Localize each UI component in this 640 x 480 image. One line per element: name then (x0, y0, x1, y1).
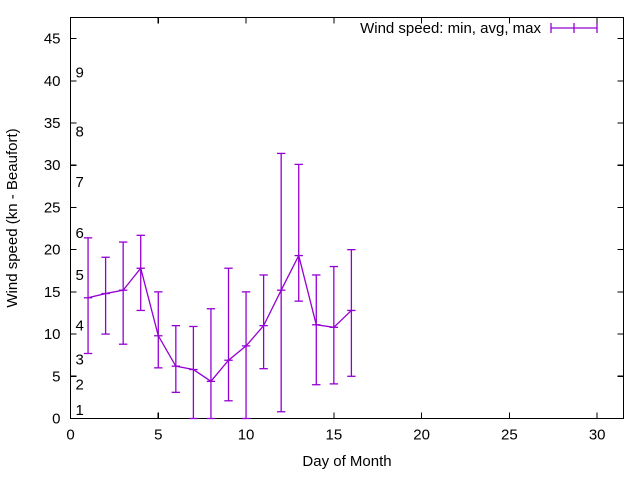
beaufort-scale-labels: 1 2 3 4 5 6 7 8 9 (76, 64, 84, 419)
y-tick-label: 0 (52, 411, 60, 428)
beaufort-label: 1 (76, 402, 84, 419)
x-tick-label: 10 (238, 427, 255, 444)
error-bar (347, 249, 356, 377)
y-tick-label: 10 (44, 326, 61, 343)
y-tick-label: 30 (44, 157, 61, 174)
error-bar (329, 265, 339, 385)
y-tick-label: 15 (44, 284, 61, 301)
error-bar (241, 291, 251, 420)
error-bar (312, 274, 321, 386)
beaufort-label: 8 (76, 123, 84, 140)
beaufort-label: 6 (76, 225, 84, 242)
x-axis: 0 5 10 15 20 25 30 (66, 17, 606, 444)
beaufort-label: 5 (76, 267, 84, 284)
x-tick-label: 20 (413, 427, 430, 444)
error-bar (171, 324, 181, 393)
x-axis-title: Day of Month (302, 453, 391, 470)
beaufort-label: 3 (76, 351, 84, 368)
x-tick-label: 0 (66, 427, 74, 444)
y-axis-title: Wind speed (kn - Beaufort) (4, 128, 21, 307)
y-tick-label: 5 (52, 368, 60, 385)
error-bar (206, 308, 216, 420)
beaufort-label: 7 (76, 174, 84, 191)
legend-label: Wind speed: min, avg, max (360, 20, 541, 37)
legend-sample-errorbar (550, 23, 598, 33)
error-bar (189, 325, 198, 420)
x-tick-label: 15 (325, 427, 342, 444)
error-bar (101, 256, 110, 335)
beaufort-label: 9 (76, 64, 84, 81)
y-tick-label: 40 (44, 73, 61, 90)
error-bar (118, 241, 128, 345)
y-tick-label: 35 (44, 115, 61, 132)
data-series-wind-speed (83, 152, 356, 420)
y-tick-label: 20 (44, 242, 61, 259)
average-line (87, 253, 352, 383)
error-bar (294, 163, 303, 302)
error-bar (259, 274, 268, 370)
x-tick-label: 30 (589, 427, 606, 444)
y-tick-label: 25 (44, 199, 61, 216)
y-tick-label: 45 (44, 31, 61, 48)
error-bar (136, 234, 145, 312)
error-bar (224, 267, 233, 402)
x-tick-label: 5 (154, 427, 162, 444)
error-bar (83, 237, 93, 355)
error-bar (276, 152, 286, 413)
beaufort-label: 4 (76, 318, 84, 335)
legend: Wind speed: min, avg, max (360, 20, 598, 37)
x-tick-label: 25 (501, 427, 518, 444)
beaufort-label: 2 (76, 377, 84, 394)
error-bar (154, 291, 163, 369)
